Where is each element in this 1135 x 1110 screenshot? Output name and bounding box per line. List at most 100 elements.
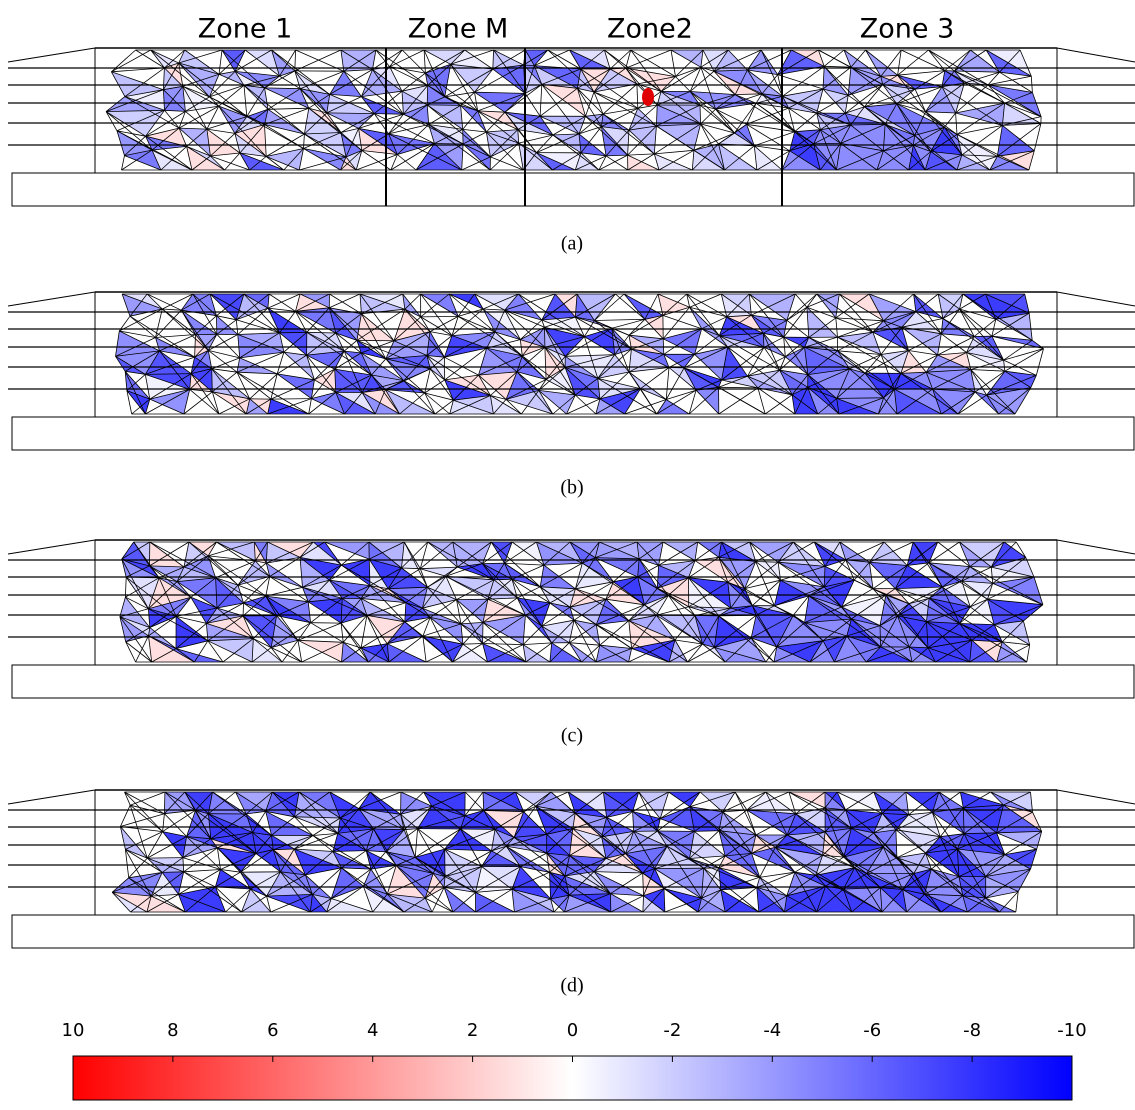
mesh-edge (208, 813, 253, 833)
mesh-edge (386, 643, 390, 663)
mesh-edge (218, 49, 246, 75)
mesh-edge (486, 129, 518, 133)
mesh-edge (264, 75, 280, 89)
mesh-edge (894, 389, 898, 415)
mesh-edge (358, 808, 374, 830)
mesh-edge (713, 49, 729, 72)
mesh-edge (925, 852, 964, 897)
mesh-edge (366, 850, 397, 866)
mesh-edge (390, 154, 398, 171)
mesh-edge (525, 602, 551, 616)
mesh-edge (931, 868, 1000, 913)
mesh-edge (668, 643, 703, 663)
mesh-edge (124, 791, 131, 806)
mesh-edge (215, 869, 221, 888)
mesh-edge (715, 108, 755, 147)
mesh-edge (422, 623, 462, 637)
field-patch (163, 67, 183, 90)
mesh-edge (195, 809, 257, 854)
mesh-edge (789, 131, 796, 151)
mesh-edge (628, 349, 632, 373)
mesh-edge (431, 805, 461, 830)
mesh-edge (954, 70, 1042, 117)
mesh-edge (405, 586, 428, 603)
mesh-edge (657, 587, 719, 617)
mesh-edge (843, 887, 881, 890)
mesh-edge (763, 332, 784, 338)
mesh-edge (751, 293, 796, 316)
mesh-edge (415, 143, 435, 171)
mesh-edge (209, 293, 217, 316)
mesh-edge (598, 155, 607, 171)
mesh-edge (125, 831, 163, 850)
mesh-edge (420, 316, 459, 318)
mesh-edge (997, 123, 1042, 157)
mesh-edge (482, 643, 524, 645)
mesh-edge (638, 541, 664, 560)
mesh-edge (477, 110, 487, 133)
mesh-edge (837, 350, 882, 355)
mesh-edge (995, 293, 1025, 320)
mesh-edge (636, 541, 659, 566)
mesh-edge (841, 579, 855, 608)
mesh-edge (666, 845, 705, 869)
mesh-edge (486, 339, 521, 349)
mesh-edge (360, 615, 368, 649)
mesh-edge (721, 375, 748, 381)
mesh-edge (125, 596, 151, 628)
mesh-edge (426, 85, 429, 105)
mesh-edge (462, 143, 491, 171)
mesh-edge (431, 791, 466, 807)
mesh-edge (942, 293, 964, 319)
mesh-edge (329, 293, 361, 309)
mesh-edge (755, 834, 796, 873)
field-patch (657, 577, 689, 607)
mesh-edge (517, 115, 541, 130)
field-patch (569, 855, 607, 872)
mesh-edge (208, 350, 238, 373)
mesh-edge (546, 828, 573, 835)
mesh-edge (340, 49, 345, 72)
mesh-edge (565, 327, 613, 357)
mesh-edge (494, 331, 521, 340)
mesh-edge (757, 387, 793, 396)
mesh-edge (689, 806, 752, 854)
mesh-edge (504, 293, 519, 311)
mesh-edge (925, 852, 960, 877)
mesh-edge (966, 336, 975, 353)
mesh-edge (897, 615, 927, 623)
mesh-edge (838, 293, 874, 333)
field-patch (426, 331, 445, 358)
mesh-edge (882, 846, 904, 890)
mesh-edge (314, 379, 337, 393)
mesh-edge (516, 597, 543, 627)
mesh-edge (718, 387, 759, 415)
mesh-edge (804, 606, 842, 623)
mesh-edge (119, 308, 163, 332)
mesh-edge (478, 347, 488, 376)
mesh-edge (124, 371, 128, 391)
field-patch (905, 792, 939, 813)
mesh-edge (162, 308, 209, 351)
mesh-edge (985, 868, 1031, 899)
mesh-edge (762, 333, 786, 358)
mesh-edge (149, 565, 185, 568)
field-patch (235, 71, 280, 88)
mesh-edge (996, 644, 1030, 663)
mesh-edge (926, 371, 976, 393)
field-patch (938, 294, 963, 310)
base-plate (11, 172, 1135, 207)
mesh-edge (575, 812, 607, 818)
field-patch (632, 811, 661, 832)
mesh-edge (403, 805, 433, 831)
field-patch (570, 588, 606, 608)
mesh-edge (483, 810, 515, 838)
mesh-edge (125, 849, 152, 897)
mesh-edge (125, 635, 149, 643)
mesh-edge (925, 848, 958, 854)
mesh-edge (882, 84, 898, 105)
mesh-edge (474, 293, 484, 310)
mesh-edge (178, 111, 186, 129)
field-patch (718, 830, 752, 856)
mesh-edge (701, 316, 727, 330)
